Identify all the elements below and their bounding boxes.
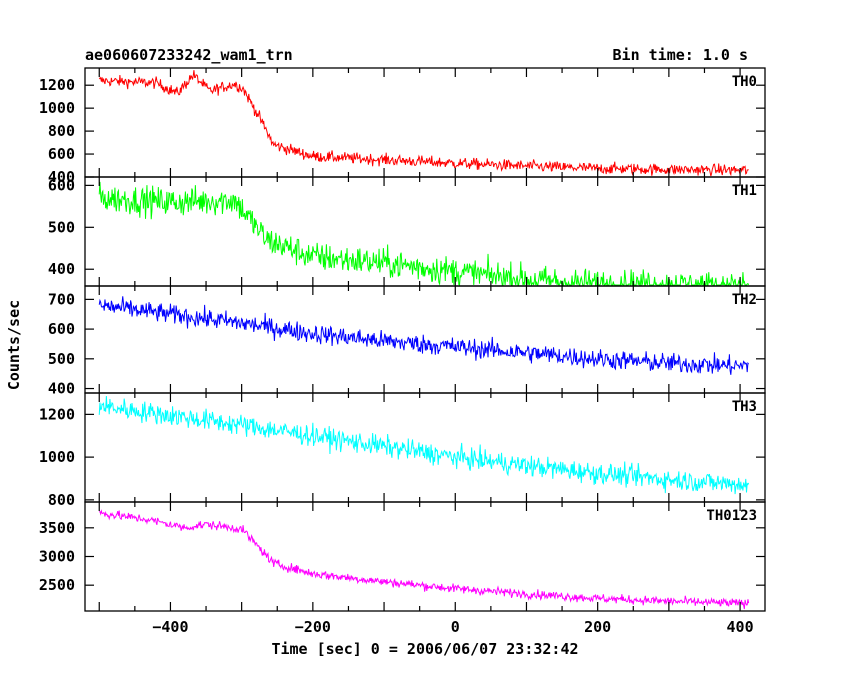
y-tick-label: 1000 xyxy=(39,448,75,466)
series-th0123-line xyxy=(99,509,750,610)
series-th0-line xyxy=(98,70,749,177)
panel-th0: 400 600 800 1000 1200 TH0 xyxy=(39,67,766,186)
y-tick-label: 1000 xyxy=(39,99,75,117)
y-tick-label: 3500 xyxy=(39,519,75,537)
y-tick-label: 800 xyxy=(48,122,75,140)
channel-label-th3: TH3 xyxy=(732,399,757,415)
y-tick-label: 400 xyxy=(48,380,75,398)
y-tick-label: 500 xyxy=(48,218,75,236)
x-axis: −400 −200 0 200 400 xyxy=(152,618,753,636)
panel-frame xyxy=(84,285,766,394)
channel-label-th1: TH1 xyxy=(732,183,757,199)
y-tick-label: 500 xyxy=(48,350,75,368)
x-tick-label: −400 xyxy=(152,618,188,636)
y-tick-label: 2500 xyxy=(39,576,75,594)
y-tick-label: 400 xyxy=(48,168,75,186)
series-th2-line xyxy=(98,296,750,375)
y-tick-label: 1200 xyxy=(39,405,75,423)
channel-label-th2: TH2 xyxy=(732,292,757,308)
panel-th3: 800 1000 1200 TH3 xyxy=(39,392,766,509)
y-tick-label: 600 xyxy=(48,176,75,194)
x-tick-label: 0 xyxy=(451,618,460,636)
channel-label-th0123: TH0123 xyxy=(706,508,757,524)
y-axis-title: Counts/sec xyxy=(5,300,23,390)
y-tick-label: 800 xyxy=(48,491,75,509)
y-tick-label: 400 xyxy=(48,260,75,278)
panel-frame xyxy=(84,392,766,503)
y-tick-label: 700 xyxy=(48,290,75,308)
chart-title: ae060607233242_wam1_trn xyxy=(85,46,293,64)
y-tick-label: 600 xyxy=(48,145,75,163)
panel-th0123: 2500 3000 3500 TH0123 xyxy=(39,501,766,612)
channel-label-th0: TH0 xyxy=(732,74,757,90)
x-tick-label: 400 xyxy=(727,618,754,636)
series-th1-line xyxy=(98,181,750,287)
x-tick-label: 200 xyxy=(584,618,611,636)
panel-frame xyxy=(84,176,766,287)
bin-time-label: Bin time: 1.0 s xyxy=(613,46,748,64)
panel-th1: 400 500 600 TH1 xyxy=(48,176,766,287)
y-tick-label: 600 xyxy=(48,320,75,338)
panel-th2: 400 500 600 700 TH2 xyxy=(48,285,766,398)
y-tick-label: 1200 xyxy=(39,76,75,94)
x-axis-title: Time [sec] 0 = 2006/06/07 23:32:42 xyxy=(271,640,578,658)
y-tick-label: 3000 xyxy=(39,548,75,566)
series-th3-line xyxy=(98,396,750,495)
x-tick-label: −200 xyxy=(295,618,331,636)
panel-frame xyxy=(84,501,766,612)
